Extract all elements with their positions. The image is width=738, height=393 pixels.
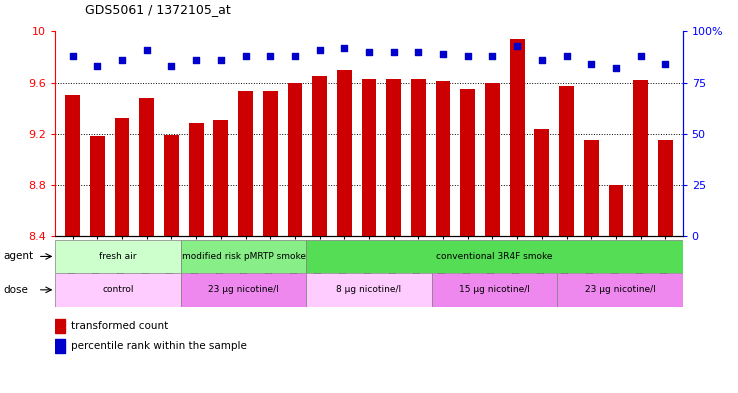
Bar xyxy=(411,79,426,236)
Point xyxy=(116,57,128,63)
Text: modified risk pMRTP smoke: modified risk pMRTP smoke xyxy=(182,252,306,261)
Point xyxy=(437,51,449,57)
Text: GDS5061 / 1372105_at: GDS5061 / 1372105_at xyxy=(85,3,230,16)
Point xyxy=(413,49,424,55)
Bar xyxy=(164,135,179,236)
Bar xyxy=(55,319,65,332)
Point xyxy=(462,53,474,59)
Point xyxy=(660,61,672,67)
Bar xyxy=(534,129,549,236)
Bar xyxy=(362,79,376,236)
Text: transformed count: transformed count xyxy=(71,321,168,331)
Point xyxy=(190,57,202,63)
Bar xyxy=(337,70,352,236)
Point xyxy=(141,47,153,53)
Point xyxy=(536,57,548,63)
Bar xyxy=(288,83,303,236)
Point xyxy=(66,53,78,59)
Bar xyxy=(432,273,557,307)
Text: 8 μg nicotine/l: 8 μg nicotine/l xyxy=(337,285,401,294)
Point xyxy=(240,53,252,59)
Bar xyxy=(114,118,129,236)
Text: control: control xyxy=(103,285,134,294)
Bar xyxy=(559,86,574,236)
Bar xyxy=(181,273,306,307)
Bar xyxy=(633,80,648,236)
Bar xyxy=(65,95,80,236)
Bar xyxy=(609,185,624,236)
Bar xyxy=(55,240,181,273)
Text: dose: dose xyxy=(4,285,29,295)
Text: 15 μg nicotine/l: 15 μg nicotine/l xyxy=(459,285,530,294)
Bar xyxy=(312,76,327,236)
Point xyxy=(339,45,351,51)
Point xyxy=(92,63,103,69)
Bar xyxy=(213,119,228,236)
Point xyxy=(486,53,498,59)
Text: conventional 3R4F smoke: conventional 3R4F smoke xyxy=(436,252,553,261)
Bar xyxy=(55,340,65,353)
Bar xyxy=(263,92,277,236)
Bar xyxy=(386,79,401,236)
Text: fresh air: fresh air xyxy=(100,252,137,261)
Bar xyxy=(90,136,105,236)
Point xyxy=(387,49,399,55)
Bar xyxy=(435,81,450,236)
Point xyxy=(289,53,301,59)
Point xyxy=(511,42,523,49)
Bar xyxy=(139,98,154,236)
Text: 23 μg nicotine/l: 23 μg nicotine/l xyxy=(584,285,655,294)
Point xyxy=(314,47,325,53)
Text: 23 μg nicotine/l: 23 μg nicotine/l xyxy=(208,285,279,294)
Bar xyxy=(557,273,683,307)
Point xyxy=(585,61,597,67)
Bar xyxy=(584,140,599,236)
Bar xyxy=(461,89,475,236)
Point xyxy=(165,63,177,69)
Bar xyxy=(485,83,500,236)
Point xyxy=(635,53,646,59)
Bar xyxy=(510,39,525,236)
Bar xyxy=(55,273,181,307)
Bar xyxy=(189,123,204,236)
Bar xyxy=(238,92,253,236)
Point xyxy=(610,65,622,72)
Text: agent: agent xyxy=(4,252,34,261)
Bar xyxy=(306,273,432,307)
Point xyxy=(561,53,573,59)
Point xyxy=(363,49,375,55)
Point xyxy=(264,53,276,59)
Bar xyxy=(658,140,673,236)
Point xyxy=(215,57,227,63)
Text: percentile rank within the sample: percentile rank within the sample xyxy=(71,342,247,351)
Bar xyxy=(306,240,683,273)
Bar xyxy=(181,240,306,273)
